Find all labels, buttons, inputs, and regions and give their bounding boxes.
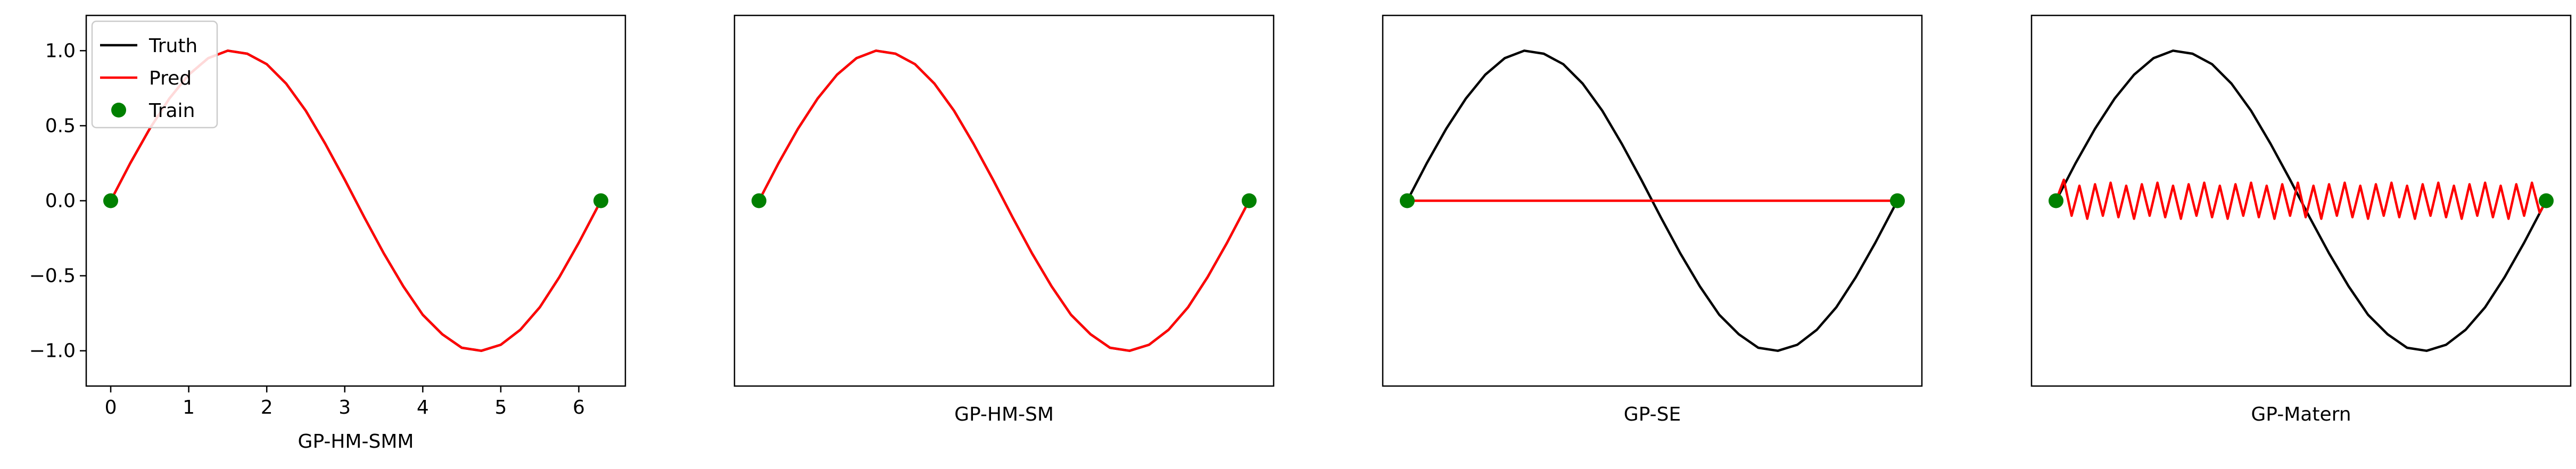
y-tick-label: −0.5 — [29, 265, 76, 287]
axes-frame — [2030, 14, 2572, 387]
series-truth-line — [2055, 49, 2547, 352]
legend-label-train: Train — [148, 100, 195, 122]
axes-frame — [1382, 14, 1923, 387]
x-tick-label: 0 — [105, 397, 117, 418]
x-tick-label: 1 — [183, 397, 195, 418]
y-tick-label: 0.5 — [45, 115, 76, 137]
train-point — [1890, 193, 1905, 208]
series-pred-line — [758, 49, 1250, 352]
train-point — [1400, 193, 1415, 208]
axes-frame — [733, 14, 1275, 387]
train-point — [752, 193, 766, 208]
train-point — [103, 193, 118, 208]
series-pred-line — [2054, 178, 2547, 220]
legend-box — [91, 20, 218, 129]
train-point — [2539, 193, 2554, 208]
legend-label-truth: Truth — [148, 35, 197, 57]
x-axis-label: GP-Matern — [2251, 404, 2351, 425]
train-point — [1242, 193, 1257, 208]
train-point — [593, 193, 608, 208]
legend-swatch-train — [111, 103, 126, 118]
subplot-4: GP-Matern — [2030, 14, 2572, 425]
subplot-3: GP-SE — [1382, 14, 1923, 425]
y-tick-label: 0.0 — [45, 190, 76, 212]
x-axis-label: GP-HM-SMM — [298, 431, 414, 453]
y-tick-label: −1.0 — [29, 340, 76, 362]
x-axis-label: GP-HM-SM — [954, 404, 1054, 425]
x-tick-label: 5 — [494, 397, 507, 418]
series-truth-line — [1406, 49, 1898, 352]
y-tick-label: 1.0 — [45, 40, 76, 62]
x-tick-label: 3 — [338, 397, 351, 418]
x-axis-label: GP-SE — [1624, 404, 1681, 425]
x-tick-label: 2 — [261, 397, 273, 418]
legend: Truth Pred Train — [91, 20, 218, 129]
x-tick-label: 4 — [417, 397, 429, 418]
subplot-2: GP-HM-SM — [733, 14, 1275, 425]
legend-label-pred: Pred — [149, 68, 192, 89]
x-tick-label: 6 — [573, 397, 585, 418]
train-point — [2049, 193, 2063, 208]
subplot-1: 0 1 2 3 4 5 6 −1.0 −0.5 0.0 0.5 1.0 GP-HM-SMM Truth Pr… — [29, 14, 626, 453]
